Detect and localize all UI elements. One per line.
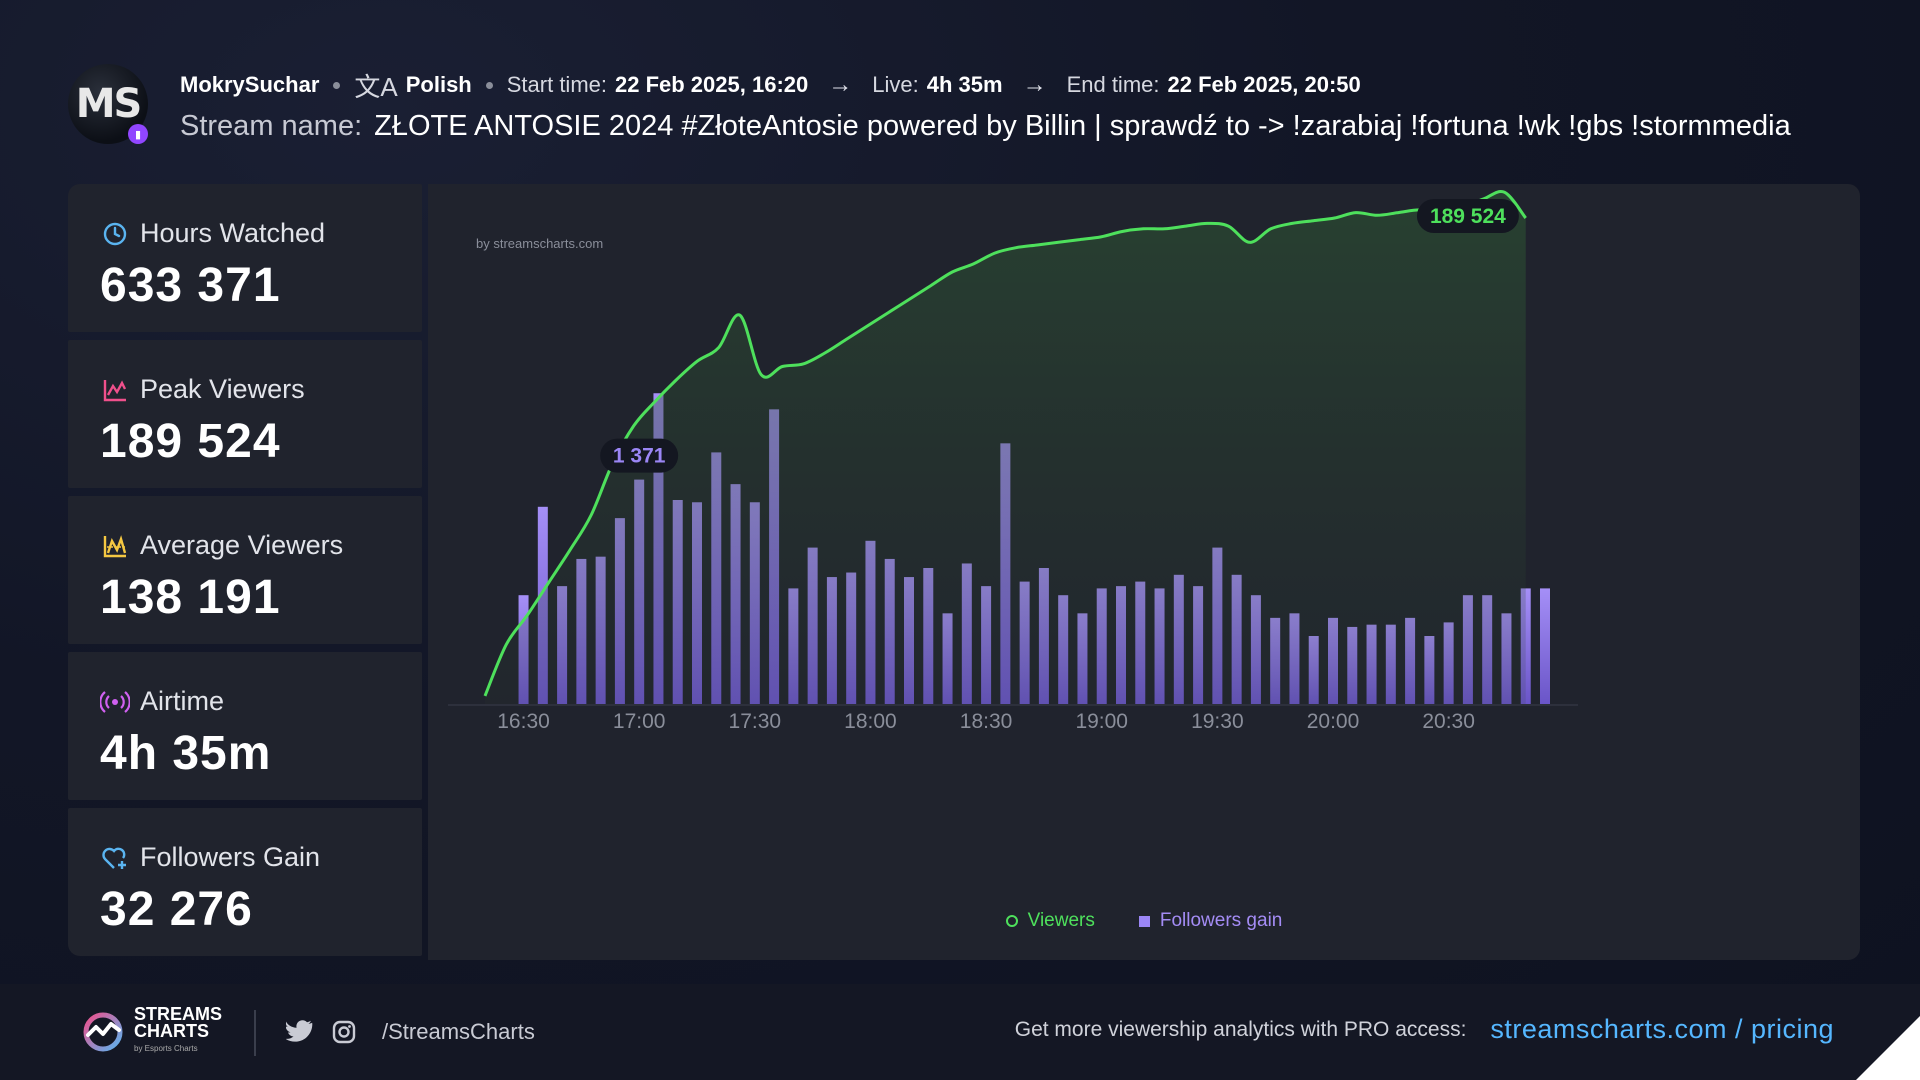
pricing-link[interactable]: streamscharts.com / pricing [1490,1014,1834,1044]
channel-avatar[interactable]: MS [68,64,148,144]
stat-label: Hours Watched [140,218,326,248]
heart-plus-icon [100,843,130,873]
x-tick-label: 19:30 [1191,710,1244,733]
viewers-peak-label-bg [1416,199,1519,233]
stream-name-label: Stream name: [180,110,363,142]
chart-watermark: by streamscharts.com [476,236,604,251]
stat-label: Followers Gain [140,842,321,872]
chart-legend: Viewers Followers gain [428,910,1860,932]
legend-label-viewers: Viewers [1027,910,1095,931]
social-handle[interactable]: /StreamsCharts [382,1019,535,1044]
stat-value: 189 524 [100,415,281,468]
legend-marker-viewers [1005,915,1018,927]
x-tick-label: 19:00 [1075,710,1128,733]
x-tick-label: 20:30 [1422,710,1475,733]
legend-item-viewers[interactable]: Viewers [1005,910,1095,932]
end-time-label: End time: [1066,72,1160,97]
legend-item-followers[interactable]: Followers gain [1138,910,1283,932]
broadcast-icon [100,687,130,717]
stat-card-hours-watched: Hours Watched 633 371 [68,184,422,332]
x-tick-label: 17:00 [613,710,666,733]
stats-column: Hours Watched 633 371 Peak Viewers 189 5… [68,184,422,956]
x-tick-label: 18:30 [960,710,1013,733]
x-tick-label: 18:00 [844,710,897,733]
channel-name[interactable]: MokrySuchar [180,72,320,97]
promo-text: Get more viewership analytics with PRO a… [1014,1017,1467,1041]
stat-value: 32 276 [100,883,253,936]
viewership-chart-panel: by streamscharts.com 16:30 17:00 17:30 18:0… [428,184,1860,960]
legend-marker-followers [1138,915,1150,927]
social-links: /StreamsCharts [286,1018,535,1046]
translate-icon: 文A [354,71,398,102]
viewers-peak-label: 189 524 [1430,205,1506,228]
peak-chart-icon [100,375,130,405]
stream-header: MS ▮ MokrySuchar 文A Polish Start time: 2… [68,62,1858,162]
stat-card-peak-viewers: Peak Viewers 189 524 [68,340,422,488]
stat-card-average-viewers: Average Viewers 138 191 [68,496,422,644]
twitch-icon: ▮ [128,124,148,144]
x-tick-label: 17:30 [729,710,782,733]
stat-card-airtime: Airtime 4h 35m [68,652,422,800]
viewers-area [485,191,1526,705]
stat-label: Peak Viewers [140,374,305,404]
average-chart-icon [100,531,130,561]
x-tick-label: 20:00 [1307,710,1360,733]
end-time-value: 22 Feb 2025, 20:50 [1167,72,1361,97]
followers-peak-label: 1 371 [613,445,666,468]
clock-icon [100,219,130,249]
arrow-right-icon: → [1022,71,1047,98]
stream-language: Polish [405,72,472,97]
streams-charts-logo-icon [83,1012,123,1051]
viewers-line [483,190,1527,697]
arrow-right-icon: → [828,71,853,98]
footer-bar: STREAMS CHARTS by Esports Charts /Stream… [0,984,1920,1080]
pro-access-promo: Get more viewership analytics with PRO a… [1015,1014,1834,1045]
live-label: Live: [872,72,919,97]
twitter-icon[interactable] [286,1018,314,1046]
logo-subtitle: by Esports Charts [134,1044,198,1053]
avatar-initials: MS [75,81,143,127]
live-duration-value: 4h 35m [926,72,1003,97]
separator-dot [333,81,341,89]
instagram-icon[interactable] [330,1018,358,1046]
stat-value: 633 371 [100,259,281,312]
corner-accent [1856,1016,1920,1080]
start-time-label: Start time: [506,72,607,97]
stat-value: 138 191 [100,571,281,624]
stream-meta-line: MokrySuchar 文A Polish Start time: 22 Feb… [180,70,1361,102]
stat-label: Average Viewers [140,530,344,560]
stream-name-line: Stream name: ZŁOTE ANTOSIE 2024 #ZłoteAnt… [180,110,1860,150]
stat-label: Airtime [140,686,225,716]
followers-bar [1540,588,1550,704]
x-tick-label: 16:30 [497,710,550,733]
separator-dot [485,81,493,89]
streams-charts-logo[interactable]: STREAMS CHARTS by Esports Charts [82,1004,223,1057]
start-time-value: 22 Feb 2025, 16:20 [615,72,809,97]
legend-label-followers: Followers gain [1159,910,1283,931]
viewership-chart: 16:30 17:00 17:30 18:00 18:30 19:00 19:30 20:00… [448,190,1578,733]
footer-divider [254,1010,256,1056]
stat-card-followers-gain: Followers Gain 32 276 [68,808,422,956]
stat-value: 4h 35m [100,727,272,780]
logo-line2: CHARTS [134,1021,209,1041]
stream-name-value: ZŁOTE ANTOSIE 2024 #ZłoteAntosie powered… [374,110,1791,142]
followers-peak-label-bg [600,438,679,473]
logo-line1: STREAMS [134,1004,223,1024]
